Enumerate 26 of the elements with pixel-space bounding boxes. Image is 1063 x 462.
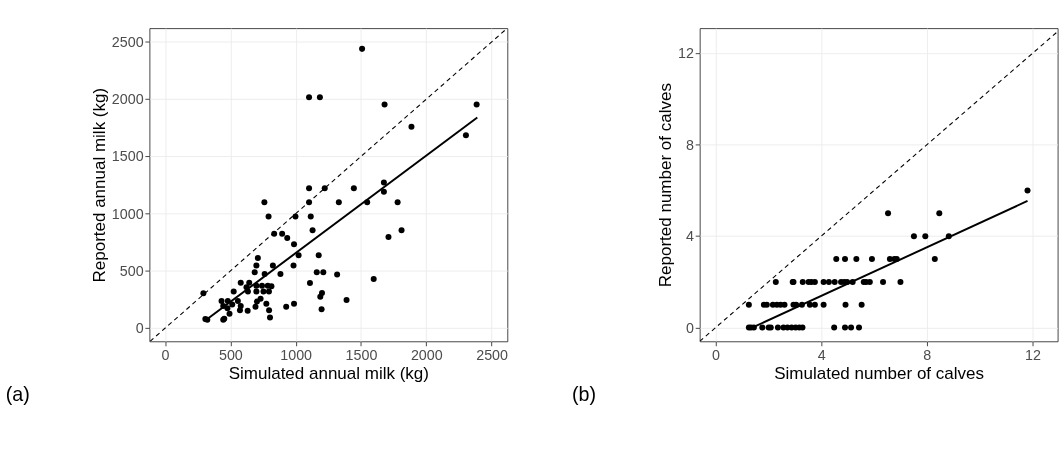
x-tick-label: 4 xyxy=(817,346,826,363)
x-tick-label: 1000 xyxy=(280,346,313,363)
x-tick-label: 0 xyxy=(161,346,170,363)
y-tick-label: 8 xyxy=(685,136,694,153)
y-tick-label: 0 xyxy=(135,320,144,337)
y-tick-label: 500 xyxy=(119,262,144,279)
y-tick-label: 4 xyxy=(685,228,694,245)
x-axis-title: Simulated number of calves xyxy=(774,364,985,384)
x-tick-label: 2000 xyxy=(410,346,443,363)
x-axis-title: Simulated annual milk (kg) xyxy=(228,364,429,384)
y-tick-label: 1000 xyxy=(111,205,144,222)
y-tick-label: 2000 xyxy=(111,91,144,108)
y-tick-label: 1500 xyxy=(111,148,144,165)
y-tick-label: 0 xyxy=(685,319,694,336)
x-tick-label: 500 xyxy=(218,346,243,363)
x-tick-label: 2500 xyxy=(476,346,509,363)
x-tick-label: 12 xyxy=(1025,346,1041,363)
text: (b) xyxy=(571,383,596,406)
x-tick-label: 1500 xyxy=(345,346,378,363)
y-axis-title: Reported annual milk (kg) xyxy=(89,87,109,283)
y-tick-label: 12 xyxy=(678,45,694,62)
x-tick-label: 8 xyxy=(923,346,932,363)
y-tick-label: 2500 xyxy=(111,33,144,50)
text: (a) xyxy=(5,383,30,406)
y-axis-title: Reported number of calves xyxy=(655,83,675,288)
x-tick-label: 0 xyxy=(712,346,721,363)
